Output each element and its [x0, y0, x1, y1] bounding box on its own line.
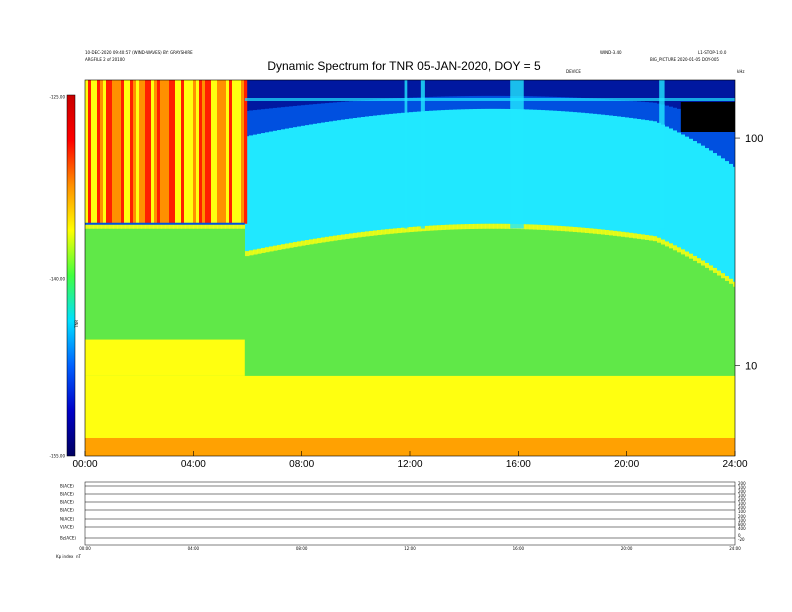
panel-row-tick: 400	[738, 526, 746, 531]
panel-row-tick: 100	[738, 509, 746, 514]
lower-x-tick-label: 16:00	[513, 546, 525, 551]
panel-row-tick: 200	[738, 514, 746, 519]
spectrogram	[85, 80, 735, 456]
panel-row-label: B(ACE)	[60, 492, 74, 497]
lower-x-tick-label: 00:00	[79, 546, 91, 551]
panel-row-label: B(ACE)	[60, 508, 74, 513]
x-tick-label: 20:00	[614, 459, 639, 470]
header-center-label: DEVICE	[566, 69, 581, 74]
panel-row-tick: 800	[738, 522, 746, 527]
panel-row-tick: 200	[738, 489, 746, 494]
panel-row-label: Bz(ACE)	[60, 536, 76, 541]
colorbar-tick-label: -140.00	[50, 277, 66, 282]
spectrogram-axes: 00:00 04:00 08:00 12:00 16:00 20:00 24:00 10 100	[72, 133, 763, 470]
lower-x-tick-label: 04:00	[188, 546, 200, 551]
panel-row-tick: 0	[738, 533, 741, 538]
colorbar-tick-label: -125.00	[50, 95, 66, 100]
footer-label: Kp index	[56, 554, 74, 559]
chart-title: Dynamic Spectrum for TNR 05-JAN-2020, DO…	[267, 59, 541, 73]
colorbar-label: TNR	[74, 320, 79, 329]
footer-unit: nT	[76, 554, 82, 559]
header-right-unit: kHz	[737, 69, 744, 74]
colorbar	[66, 94, 76, 457]
lower-frame	[84, 481, 736, 546]
panel-row-tick: 100	[738, 501, 746, 506]
x-tick-label: 12:00	[397, 459, 422, 470]
panel-row-tick: 100	[738, 485, 746, 490]
panel-row-tick: 200	[738, 505, 746, 510]
panel-row-tick: -20	[738, 537, 745, 542]
header-right-line1: WIND-3.40	[600, 50, 622, 55]
header-right-line2: L1-STOP-1:0.0	[698, 50, 727, 55]
y-tick-label: 100	[745, 133, 763, 145]
y-tick-label: 10	[745, 360, 757, 372]
panel-row-label: B(ACE)	[60, 500, 74, 505]
panel-row-label: N(ACE)	[60, 517, 75, 522]
header-left-line2: ARGFILE 2 of 20100	[85, 57, 125, 62]
lower-x-tick-label: 20:00	[621, 546, 633, 551]
x-tick-label: 24:00	[722, 459, 747, 470]
header-right-line3: BIG_PICTURE 2020-01-05 DOY-005	[650, 57, 719, 62]
x-tick-label: 16:00	[506, 459, 531, 470]
panel-row-tick: 100	[738, 493, 746, 498]
colorbar-tick-label: -155.00	[50, 454, 66, 459]
colorbar-ticks: -125.00 -140.00 -155.00	[50, 95, 66, 459]
x-tick-label: 00:00	[72, 459, 97, 470]
lower-x-tick-label: 08:00	[296, 546, 308, 551]
panel-row-tick: 200	[738, 481, 746, 486]
panel-row-label: B(ACE)	[60, 484, 74, 489]
panel-row-tick: 200	[738, 497, 746, 502]
lower-x-tick-label: 12:00	[404, 546, 416, 551]
x-tick-label: 08:00	[289, 459, 314, 470]
panel-row-tick: 100	[738, 518, 746, 523]
header-left-line1: 10-DEC-2020 09:40:57 (WIND-WAVES) BY: GR…	[85, 50, 193, 55]
lower-x-tick-label: 24:00	[729, 546, 741, 551]
panel-row-label: V(ACE)	[60, 525, 74, 530]
x-tick-label: 04:00	[181, 459, 206, 470]
